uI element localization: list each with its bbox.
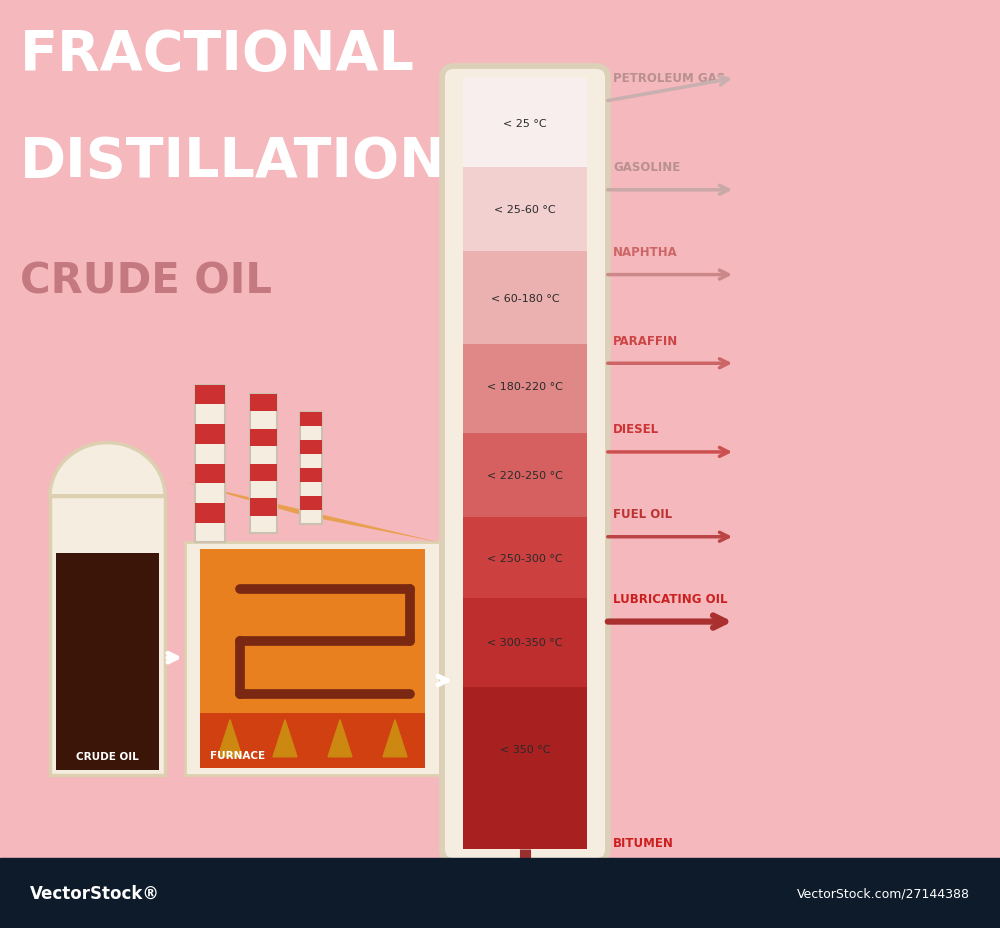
Text: FURNACE: FURNACE [210, 751, 265, 761]
Text: DIESEL: DIESEL [613, 423, 659, 436]
Text: VectorStock®: VectorStock® [30, 884, 160, 902]
Text: BITUMEN: BITUMEN [613, 836, 674, 849]
Bar [463, 688, 587, 849]
Text: NAPHTHA: NAPHTHA [613, 246, 678, 259]
Text: CRUDE OIL: CRUDE OIL [20, 260, 272, 302]
Polygon shape [328, 720, 352, 757]
Text: LUBRICATING OIL: LUBRICATING OIL [613, 592, 728, 605]
Bar [0, 858, 1000, 928]
Bar [250, 394, 277, 534]
Bar [195, 503, 225, 523]
Bar [50, 496, 165, 775]
Text: DISTILLATION: DISTILLATION [20, 135, 447, 188]
Bar [463, 599, 587, 688]
Polygon shape [218, 720, 242, 757]
Text: PARAFFIN: PARAFFIN [613, 334, 678, 347]
Text: < 350 °C: < 350 °C [500, 744, 550, 754]
Polygon shape [383, 720, 407, 757]
Text: < 220-250 °C: < 220-250 °C [487, 470, 563, 481]
Text: < 300-350 °C: < 300-350 °C [487, 638, 563, 648]
Bar [463, 252, 587, 344]
Bar [463, 344, 587, 433]
Text: < 60-180 °C: < 60-180 °C [491, 293, 559, 303]
Text: < 180-220 °C: < 180-220 °C [487, 382, 563, 392]
Bar [300, 469, 322, 483]
Text: < 25-60 °C: < 25-60 °C [494, 205, 556, 214]
Bar [463, 167, 587, 252]
Polygon shape [273, 720, 297, 757]
Bar [250, 394, 277, 412]
Bar [200, 714, 425, 768]
Bar [56, 553, 159, 770]
Text: FUEL OIL: FUEL OIL [613, 508, 672, 521]
Bar [185, 543, 440, 775]
Bar [463, 79, 587, 167]
Bar [463, 518, 587, 599]
Text: GASOLINE: GASOLINE [613, 161, 680, 174]
Text: PETROLEUM GAS: PETROLEUM GAS [613, 72, 725, 85]
Bar [195, 425, 225, 445]
Bar [300, 413, 322, 427]
Bar [250, 429, 277, 446]
Text: < 25 °C: < 25 °C [503, 119, 547, 129]
Bar [463, 433, 587, 518]
Polygon shape [50, 444, 165, 496]
Text: FRACTIONAL: FRACTIONAL [20, 28, 415, 82]
Bar [250, 499, 277, 516]
FancyBboxPatch shape [442, 67, 608, 861]
Bar [195, 385, 225, 405]
Text: CRUDE OIL: CRUDE OIL [76, 751, 139, 761]
Text: VectorStock.com/27144388: VectorStock.com/27144388 [797, 887, 970, 899]
Bar [195, 385, 225, 543]
Bar [300, 496, 322, 510]
Text: < 250-300 °C: < 250-300 °C [487, 553, 563, 563]
Bar [300, 441, 322, 455]
Bar [200, 549, 425, 768]
Bar [250, 464, 277, 482]
Bar [195, 464, 225, 483]
Bar [300, 413, 322, 524]
Polygon shape [185, 483, 440, 543]
